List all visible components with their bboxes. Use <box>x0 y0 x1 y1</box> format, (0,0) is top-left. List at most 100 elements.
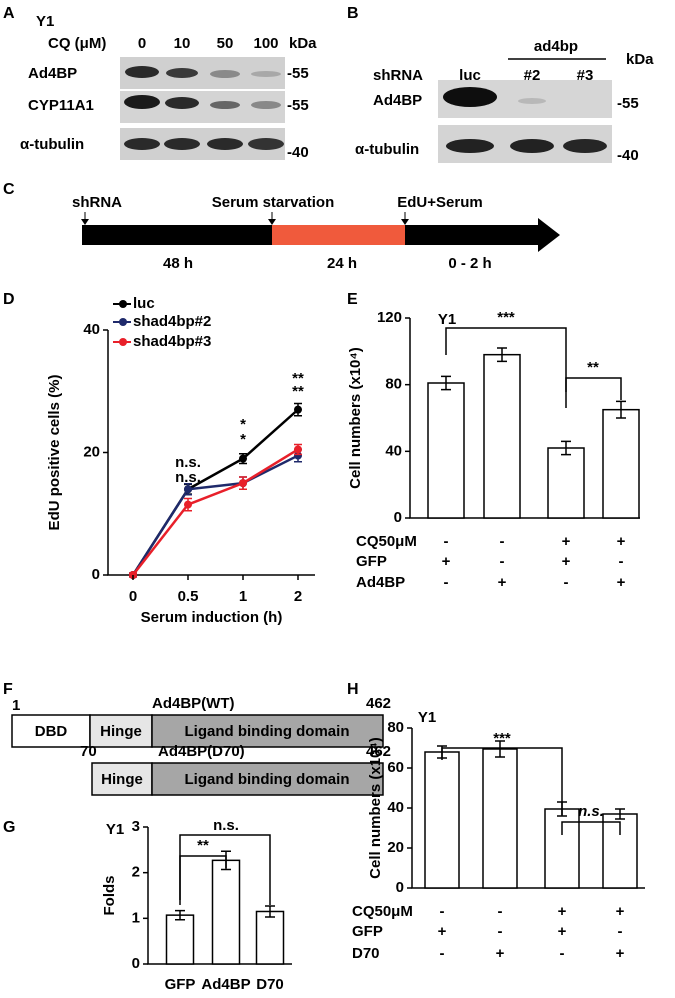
condition-value: - <box>444 574 449 591</box>
construct-name: Ad4BP(D70) <box>158 743 245 760</box>
y-axis-label: EdU positive cells (%) <box>46 375 63 531</box>
condition-value: + <box>617 533 626 550</box>
chart-title: Y1 <box>438 311 456 328</box>
point <box>239 454 247 463</box>
domain-start: 1 <box>12 697 20 714</box>
x-tick-label: 0 <box>129 588 137 605</box>
panel-label: B <box>347 5 359 22</box>
x-tick-label: GFP <box>165 976 196 993</box>
condition-value: - <box>440 903 445 920</box>
x-tick-label: 2 <box>294 588 302 605</box>
domain-end: 462 <box>366 695 391 712</box>
bar <box>427 382 465 519</box>
condition-value: + <box>558 903 567 920</box>
condition-label: CQ50μM <box>352 903 413 920</box>
condition-label: CQ50μM <box>356 533 417 550</box>
point <box>184 485 192 494</box>
marker: -55 <box>287 97 309 114</box>
y-axis-label: Cell numbers (x10⁴) <box>367 737 384 879</box>
bar <box>255 910 285 965</box>
annotation: ** <box>292 383 304 400</box>
group-label: ad4bp <box>534 38 578 55</box>
annotation: * <box>240 431 246 448</box>
condition-label: Ad4BP <box>356 574 405 591</box>
y-tick-label: 120 <box>377 309 402 326</box>
marker: -40 <box>287 144 309 161</box>
y-tick-label: 0 <box>396 879 404 896</box>
lane: luc <box>459 67 481 84</box>
construct-name: Ad4BP(WT) <box>152 695 235 712</box>
lane: #2 <box>524 67 541 84</box>
row-label: α-tubulin <box>355 141 419 158</box>
y-tick-label: 2 <box>132 864 140 881</box>
bar <box>424 751 460 889</box>
row-label: Ad4BP <box>28 65 77 82</box>
condition-label: GFP <box>356 553 387 570</box>
series-line <box>132 448 299 576</box>
condition-value: + <box>616 903 625 920</box>
point <box>294 445 302 454</box>
duration: 48 h <box>163 255 193 272</box>
condition-value: - <box>500 553 505 570</box>
condition-value: + <box>498 574 507 591</box>
legend-marker <box>119 300 127 308</box>
y-tick-label: 80 <box>387 719 404 736</box>
blot-a <box>120 57 285 160</box>
dose: 0 <box>138 35 146 52</box>
significance-bracket <box>441 747 563 815</box>
error-bar <box>561 440 571 456</box>
legend-label: shad4bp#3 <box>133 333 211 350</box>
domain-part: Hinge <box>100 723 142 740</box>
significance-label: ** <box>197 837 209 854</box>
condition-value: - <box>440 945 445 962</box>
significance-bracket <box>561 821 621 835</box>
legend-marker <box>119 318 127 326</box>
y-tick-label: 1 <box>132 909 140 926</box>
x-axis-label: Serum induction (h) <box>141 609 283 626</box>
x-tick-label: 1 <box>239 588 247 605</box>
y-axis-label: Folds <box>101 876 118 916</box>
condition-value: - <box>619 553 624 570</box>
panel-label: A <box>3 5 15 22</box>
point <box>294 405 302 414</box>
panel-label: F <box>3 681 13 698</box>
domain-end: 462 <box>366 743 391 760</box>
point <box>184 500 192 509</box>
condition-value: + <box>558 923 567 940</box>
point <box>239 479 247 488</box>
chart-title: Y1 <box>106 821 124 838</box>
error-bar <box>175 909 185 921</box>
bar <box>165 914 195 965</box>
condition-value: + <box>496 945 505 962</box>
significance-label: *** <box>493 730 511 747</box>
condition-value: + <box>562 553 571 570</box>
error-bar <box>495 740 505 758</box>
condition-value: - <box>560 945 565 962</box>
y-axis-label: Cell numbers (x10⁴) <box>347 347 364 489</box>
significance-label: n.s. <box>578 803 604 820</box>
significance-label: ** <box>587 359 599 376</box>
row-label: CYP11A1 <box>28 97 94 114</box>
y-tick-label: 20 <box>387 839 404 856</box>
legend-marker <box>119 338 127 346</box>
bar <box>602 408 640 519</box>
axes <box>107 330 315 576</box>
condition-value: - <box>444 533 449 550</box>
dose: 100 <box>253 35 278 52</box>
annotation: n.s. <box>175 469 201 486</box>
y-tick-label: 0 <box>92 566 100 583</box>
bar <box>602 813 638 889</box>
bar <box>211 859 241 965</box>
duration: 0 - 2 h <box>448 255 491 272</box>
error-bar <box>497 347 507 363</box>
y-tick-label: 0 <box>394 509 402 526</box>
event: Serum starvation <box>212 194 335 211</box>
row-label: shRNA <box>373 67 423 84</box>
legend-label: luc <box>133 295 155 312</box>
dose: 10 <box>174 35 191 52</box>
condition-value: - <box>498 903 503 920</box>
duration: 24 h <box>327 255 357 272</box>
condition-value: + <box>562 533 571 550</box>
